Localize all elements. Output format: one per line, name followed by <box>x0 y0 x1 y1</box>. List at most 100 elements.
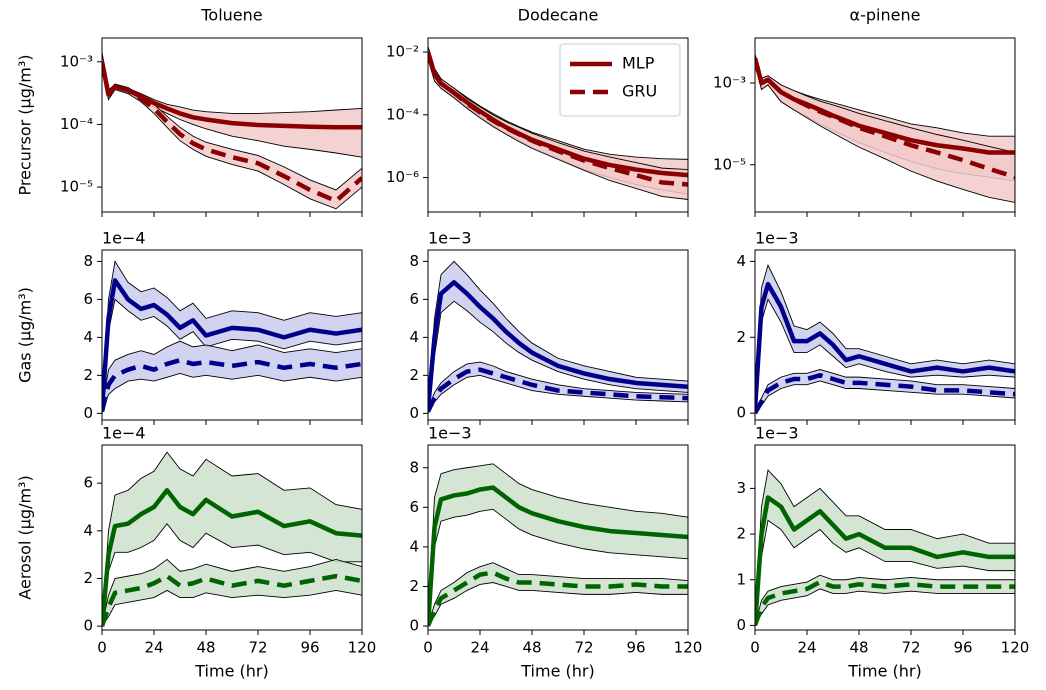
x-tick-label: 0 <box>750 639 760 657</box>
y-tick-label: 0 <box>83 617 93 635</box>
x-tick-label: 96 <box>300 639 319 657</box>
x-tick-label: 96 <box>953 639 972 657</box>
y-tick-label: 0 <box>736 404 746 422</box>
uncertainty-band <box>428 260 688 414</box>
x-tick-label: 120 <box>348 639 377 657</box>
offset-label: 1e−3 <box>755 229 799 248</box>
x-tick-label: 24 <box>797 639 816 657</box>
series-line <box>755 579 1015 627</box>
panel: 10⁻² 10⁻⁴ 10⁻⁶ Dodecane MLP GRU <box>386 6 689 217</box>
series-line <box>755 281 1015 410</box>
x-axis-label: Time (hr) <box>520 662 594 681</box>
uncertainty-band <box>755 574 1015 626</box>
series-line <box>755 495 1015 626</box>
y-tick-label: 4 <box>736 252 746 270</box>
uncertainty-band <box>102 52 362 210</box>
series-line <box>755 57 1015 155</box>
plot-area <box>755 263 1015 415</box>
y-tick-label: 6 <box>83 474 93 492</box>
y-tick-label: 10⁻² <box>386 43 419 61</box>
panel: 0 24 48 72 96 120 0 1 2 3 1e−3 Time (hr) <box>736 424 1029 681</box>
y-tick-label: 8 <box>83 252 93 270</box>
plot-area <box>428 46 688 200</box>
x-tick-label: 96 <box>626 639 645 657</box>
axes-frame <box>427 444 689 631</box>
series-line <box>102 61 362 204</box>
y-tick-label: 8 <box>409 458 419 476</box>
plot-area <box>755 469 1015 627</box>
y-tick-label: 1 <box>736 570 746 588</box>
series-line <box>428 570 688 627</box>
x-tick-label: 120 <box>1001 639 1030 657</box>
y-tick-label: 8 <box>409 252 419 270</box>
plot-area <box>102 260 362 414</box>
x-tick-label: 120 <box>674 639 703 657</box>
panel-title: Dodecane <box>518 6 599 25</box>
plot-area <box>428 463 688 627</box>
uncertainty-band <box>102 558 362 627</box>
axes-frame <box>427 249 689 421</box>
x-tick-label: 48 <box>522 639 541 657</box>
y-tick-label: 10⁻⁵ <box>713 155 746 173</box>
series-line <box>102 488 362 627</box>
uncertainty-band <box>428 463 688 627</box>
y-tick-label: 10⁻⁵ <box>60 178 93 196</box>
offset-label: 1e−3 <box>755 424 799 443</box>
y-tick-label: 2 <box>409 366 419 384</box>
axes-frame <box>754 249 1016 421</box>
legend-label: MLP <box>622 54 655 73</box>
y-tick-label: 6 <box>409 290 419 308</box>
y-axis-label: Aerosol (μg/m³) <box>16 475 35 599</box>
x-tick-label: 72 <box>248 639 267 657</box>
series-line <box>755 372 1015 415</box>
x-tick-label: 0 <box>97 639 107 657</box>
legend-label: GRU <box>622 82 657 101</box>
offset-label: 1e−3 <box>428 229 472 248</box>
y-tick-label: 10⁻⁶ <box>386 168 419 186</box>
y-tick-label: 10⁻⁴ <box>386 105 419 123</box>
plot-area <box>428 260 688 415</box>
x-tick-label: 24 <box>144 639 163 657</box>
uncertainty-band <box>755 263 1015 414</box>
x-tick-label: 0 <box>423 639 433 657</box>
uncertainty-band <box>102 451 362 627</box>
y-tick-label: 0 <box>409 404 419 422</box>
y-tick-label: 0 <box>736 616 746 634</box>
y-axis-label: Precursor (μg/m³) <box>16 55 35 196</box>
axes-frame <box>754 37 1016 213</box>
x-tick-label: 48 <box>196 639 215 657</box>
axes-frame <box>101 444 363 631</box>
y-tick-label: 6 <box>83 290 93 308</box>
y-tick-label: 10⁻³ <box>60 52 93 70</box>
y-tick-label: 0 <box>83 404 93 422</box>
plot-area <box>102 451 362 627</box>
axes-frame <box>101 249 363 421</box>
panel-title: α-pinene <box>850 6 921 25</box>
panel: 0 2 4 6 8 1e−3 <box>409 229 689 425</box>
uncertainty-band <box>428 562 688 627</box>
y-axis-label: Gas (μg/m³) <box>16 287 35 383</box>
y-tick-label: 10⁻³ <box>713 73 746 91</box>
offset-label: 1e−4 <box>102 229 146 248</box>
x-tick-label: 72 <box>574 639 593 657</box>
offset-label: 1e−3 <box>428 424 472 443</box>
y-tick-label: 4 <box>409 537 419 555</box>
x-axis-label: Time (hr) <box>194 662 268 681</box>
series-line <box>755 57 1015 180</box>
x-axis-label: Time (hr) <box>847 662 921 681</box>
uncertainty-band <box>428 46 688 200</box>
uncertainty-band <box>102 52 362 158</box>
y-tick-label: 6 <box>409 498 419 516</box>
x-tick-label: 72 <box>901 639 920 657</box>
series-line <box>102 278 362 410</box>
series-line <box>428 280 688 410</box>
series-line <box>428 51 688 187</box>
axes-frame <box>101 37 363 213</box>
y-tick-label: 4 <box>409 328 419 346</box>
uncertainty-band <box>102 260 362 414</box>
series-line <box>428 367 688 413</box>
panel: 10⁻³ 10⁻⁵ α-pinene <box>713 6 1016 217</box>
